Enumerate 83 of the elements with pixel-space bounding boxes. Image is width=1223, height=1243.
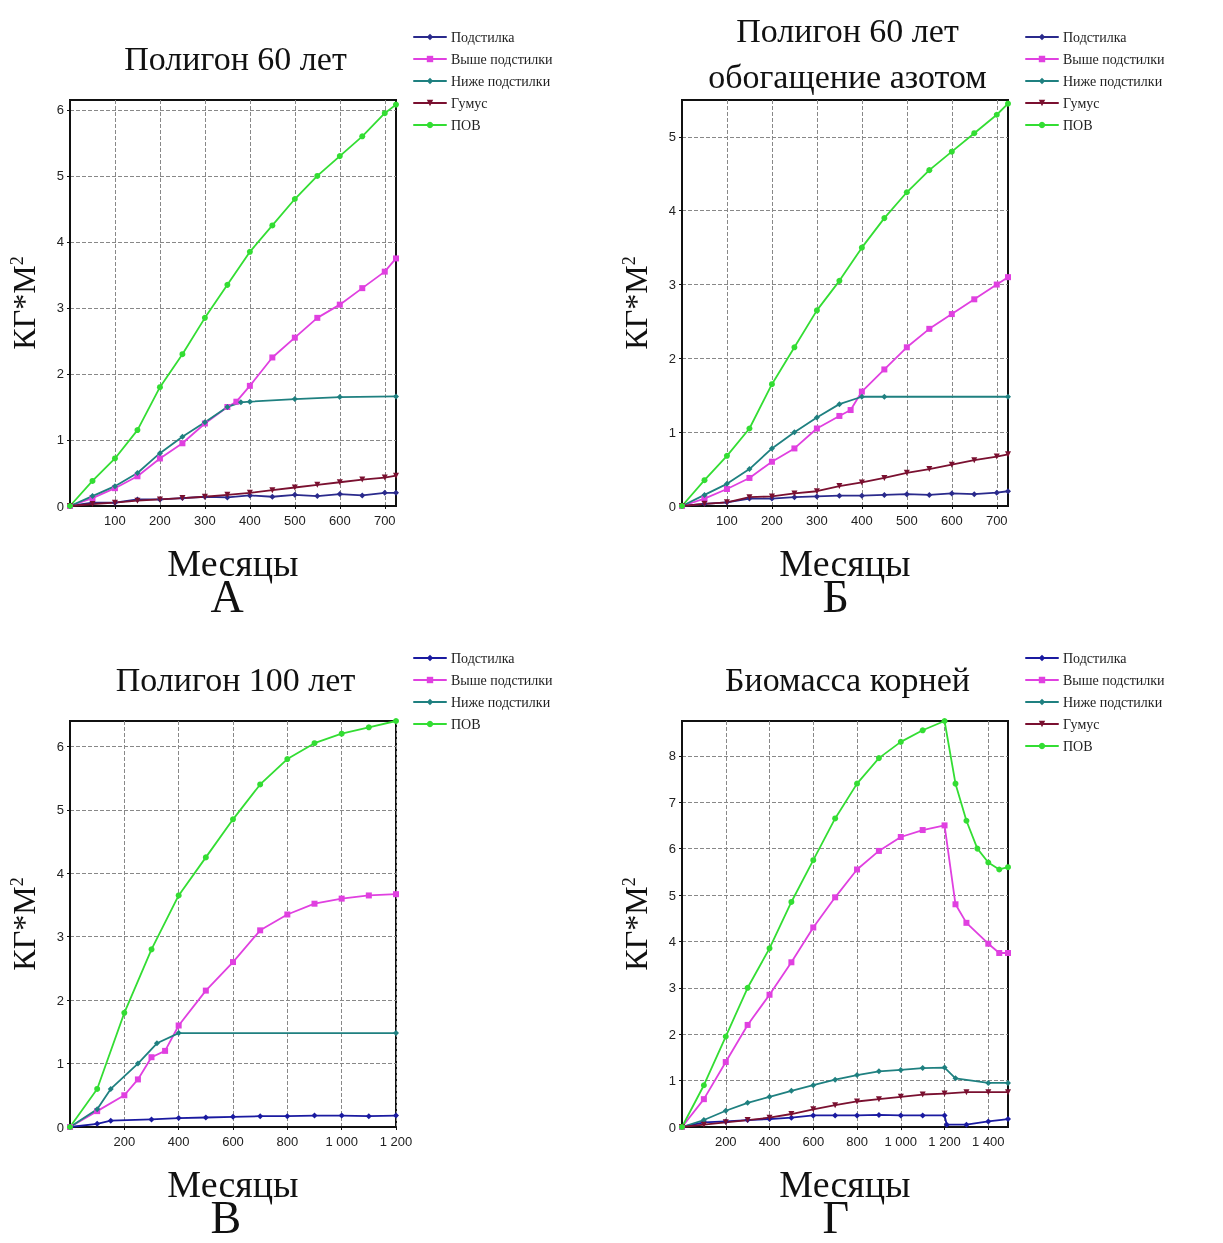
x-tick-label: 100 bbox=[716, 513, 738, 528]
x-tick-label: 600 bbox=[940, 513, 963, 528]
y-tick-label: 2 bbox=[56, 366, 64, 382]
y-tick-label: 1 bbox=[56, 432, 64, 448]
x-tick-label: 700 bbox=[985, 513, 1008, 528]
y-tick-label: 4 bbox=[668, 203, 676, 219]
legend-label: Ниже подстилки bbox=[1063, 73, 1163, 89]
legend-label: Подстилка bbox=[451, 650, 516, 666]
x-tick-label: 400 bbox=[758, 1134, 781, 1149]
legend-label: Подстилка bbox=[1063, 29, 1128, 45]
y-axis-title: КГ*М2 bbox=[618, 256, 654, 350]
legend-label: Гумус bbox=[1063, 716, 1100, 732]
x-tick-label: 800 bbox=[846, 1134, 868, 1149]
x-tick-label: 700 bbox=[373, 513, 396, 528]
chart-title: Биомасса корней bbox=[725, 660, 970, 698]
legend-label: Гумус bbox=[1063, 95, 1100, 111]
x-tick-label: 800 bbox=[276, 1134, 299, 1149]
y-tick-label: 3 bbox=[668, 980, 676, 996]
y-tick-label: 5 bbox=[56, 802, 64, 818]
x-tick-label: 300 bbox=[194, 513, 216, 528]
x-tick-label: 1 000 bbox=[884, 1134, 918, 1149]
y-tick-label: 8 bbox=[668, 748, 676, 764]
x-tick-label: 600 bbox=[802, 1134, 825, 1149]
y-tick-label: 5 bbox=[668, 887, 676, 903]
x-tick-label: 400 bbox=[239, 513, 261, 528]
legend-label: ПОВ bbox=[1063, 738, 1093, 754]
x-tick-label: 200 bbox=[761, 513, 783, 528]
legend-label: Выше подстилки bbox=[451, 51, 554, 67]
y-tick-label: 2 bbox=[668, 350, 676, 366]
x-tick-label: 400 bbox=[167, 1134, 190, 1149]
y-tick-label: 0 bbox=[56, 1119, 64, 1135]
x-tick-label: 200 bbox=[113, 1134, 136, 1149]
y-axis-title: КГ*М2 bbox=[6, 877, 42, 971]
x-tick-label: 500 bbox=[283, 513, 306, 528]
x-tick-label: 500 bbox=[895, 513, 918, 528]
y-tick-label: 1 bbox=[56, 1056, 64, 1072]
chart-title: Полигон 100 лет bbox=[115, 660, 356, 698]
y-tick-label: 3 bbox=[56, 929, 64, 945]
x-tick-label: 100 bbox=[104, 513, 126, 528]
y-tick-label: 2 bbox=[668, 1026, 676, 1042]
y-tick-label: 5 bbox=[56, 168, 64, 184]
x-tick-label: 200 bbox=[714, 1134, 737, 1149]
y-tick-label: 2 bbox=[56, 992, 64, 1008]
y-tick-label: 7 bbox=[668, 794, 676, 810]
legend-label: Выше подстилки bbox=[1063, 51, 1166, 67]
legend-label: Выше подстилки bbox=[1063, 672, 1166, 688]
y-tick-label: 3 bbox=[56, 300, 64, 316]
y-tick-label: 4 bbox=[668, 933, 676, 949]
x-tick-label: 300 bbox=[806, 513, 828, 528]
y-tick-label: 6 bbox=[56, 102, 64, 118]
y-tick-label: 0 bbox=[668, 1119, 676, 1135]
y-tick-label: 4 bbox=[56, 865, 64, 881]
y-tick-label: 5 bbox=[668, 129, 676, 145]
x-tick-label: 1 200 bbox=[928, 1134, 961, 1149]
legend-label: ПОВ bbox=[451, 117, 481, 133]
x-tick-label: 200 bbox=[149, 513, 171, 528]
x-tick-label: 1 200 bbox=[379, 1134, 413, 1149]
legend-label: Ниже подстилки bbox=[1063, 694, 1163, 710]
y-tick-label: 3 bbox=[668, 277, 676, 293]
legend-label: ПОВ bbox=[1063, 117, 1093, 133]
y-axis-title: КГ*М2 bbox=[6, 256, 42, 350]
y-tick-label: 1 bbox=[668, 1073, 676, 1089]
legend-label: ПОВ bbox=[451, 716, 481, 732]
x-tick-label: 1 000 bbox=[325, 1134, 358, 1149]
chart-title: Полигон 60 лет обогащение азотом bbox=[708, 11, 987, 95]
x-tick-label: 600 bbox=[222, 1134, 244, 1149]
legend-label: Ниже подстилки bbox=[451, 694, 551, 710]
y-tick-label: 4 bbox=[56, 234, 64, 250]
legend-label: Выше подстилки bbox=[451, 672, 554, 688]
legend-label: Подстилка bbox=[1063, 650, 1128, 666]
chart-title: Полигон 60 лет bbox=[124, 39, 347, 77]
legend-label: Гумус bbox=[451, 95, 488, 111]
y-tick-label: 1 bbox=[668, 424, 676, 440]
x-tick-label: 600 bbox=[328, 513, 351, 528]
y-tick-label: 0 bbox=[668, 498, 676, 514]
x-tick-label: 1 400 bbox=[972, 1134, 1005, 1149]
legend-label: Подстилка bbox=[451, 29, 516, 45]
y-tick-label: 6 bbox=[668, 841, 676, 857]
legend-label: Ниже подстилки bbox=[451, 73, 551, 89]
y-tick-label: 0 bbox=[56, 498, 64, 514]
x-tick-label: 400 bbox=[851, 513, 873, 528]
y-tick-label: 6 bbox=[56, 738, 64, 754]
y-axis-title: КГ*М2 bbox=[618, 877, 654, 971]
